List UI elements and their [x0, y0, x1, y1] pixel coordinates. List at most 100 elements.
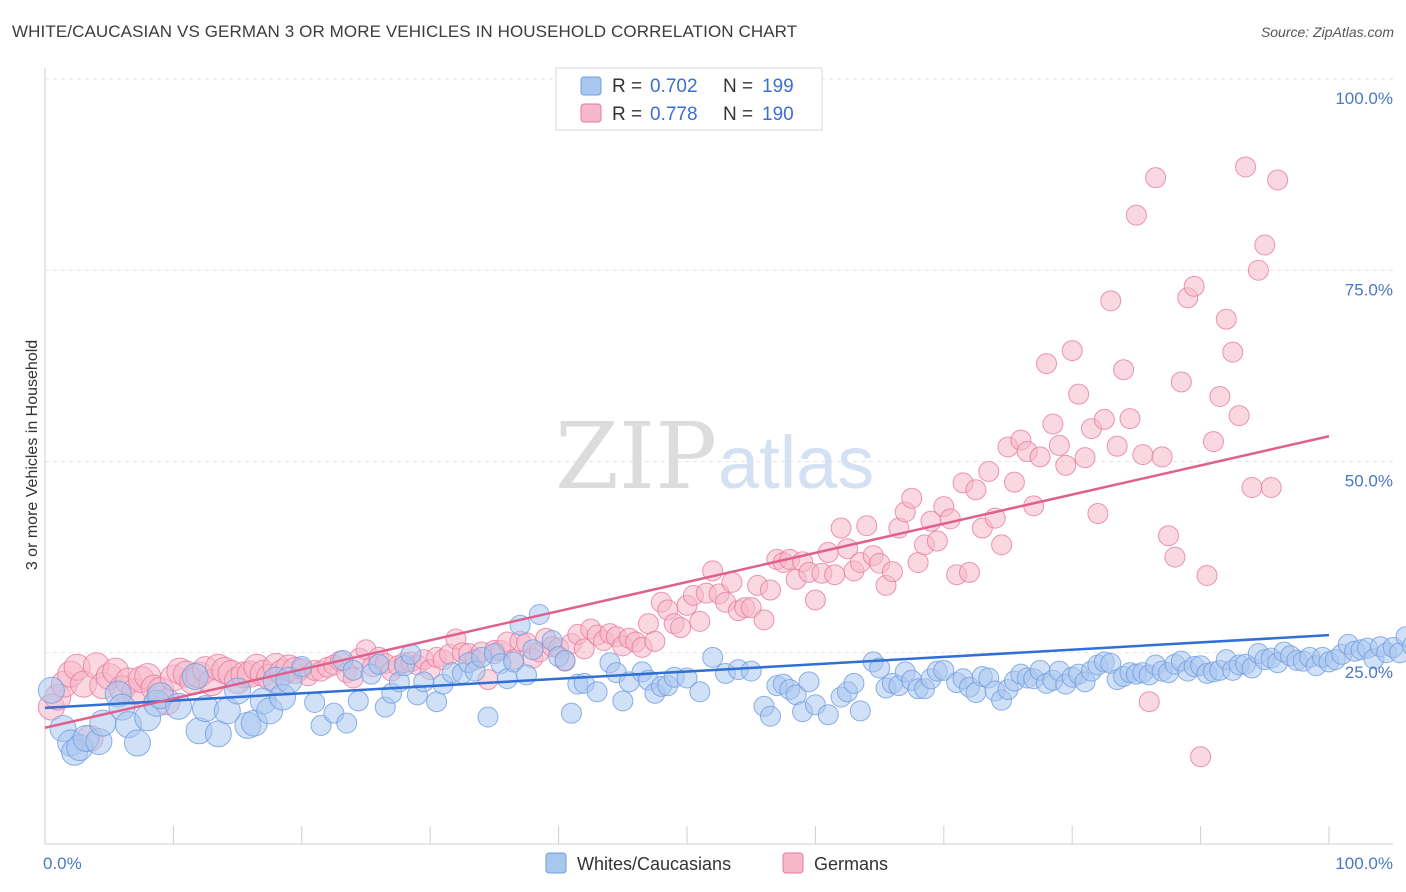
- german-point: [1093, 408, 1115, 430]
- white-point: [413, 671, 435, 693]
- white-point: [336, 712, 358, 734]
- series-whites: [37, 604, 1406, 766]
- german-point: [1087, 503, 1109, 525]
- white-point: [798, 671, 820, 693]
- german-point: [939, 508, 961, 530]
- x-tick-left: 0.0%: [43, 854, 82, 873]
- white-point: [347, 690, 369, 712]
- german-point: [1254, 234, 1276, 256]
- chart-title: WHITE/CAUCASIAN VS GERMAN 3 OR MORE VEHI…: [12, 22, 798, 41]
- white-point: [849, 700, 871, 722]
- german-point: [1190, 746, 1212, 768]
- german-point: [1029, 446, 1051, 468]
- white-point: [933, 659, 955, 681]
- white-point: [304, 691, 326, 713]
- german-point: [1119, 408, 1141, 430]
- german-point: [926, 530, 948, 552]
- white-point: [869, 657, 891, 679]
- legend-n-label-1: N =: [723, 76, 753, 97]
- german-point: [1100, 290, 1122, 312]
- legend-r-value-1: 0.702: [650, 76, 698, 97]
- legend-n-value-2: 190: [762, 104, 794, 125]
- german-point: [740, 597, 762, 619]
- german-point: [1170, 371, 1192, 393]
- german-point: [991, 534, 1013, 556]
- german-point: [721, 571, 743, 593]
- white-point: [817, 704, 839, 726]
- white-point: [123, 729, 151, 757]
- german-point: [1055, 454, 1077, 476]
- german-point: [1151, 446, 1173, 468]
- german-point: [824, 564, 846, 586]
- legend-box: R = 0.702 N = 199 R = 0.778 N = 190: [555, 67, 823, 131]
- white-point: [522, 639, 544, 661]
- german-point: [978, 460, 1000, 482]
- legend-r-label-1: R =: [612, 76, 642, 97]
- legend-n-label-2: N =: [723, 104, 753, 125]
- german-point: [759, 579, 781, 601]
- y-axis-label: 3 or more Vehicles in Household: [24, 340, 41, 570]
- legend-r-value-2: 0.778: [650, 104, 698, 125]
- german-point: [1209, 385, 1231, 407]
- white-point: [477, 706, 499, 728]
- german-point: [1247, 259, 1269, 281]
- x-tick-right: 100.0%: [1335, 854, 1393, 873]
- y-tick-label-0: 25.0%: [1345, 663, 1393, 682]
- white-point: [740, 660, 762, 682]
- german-point: [573, 638, 595, 660]
- german-point: [881, 561, 903, 583]
- german-point: [1003, 471, 1025, 493]
- german-point: [1061, 340, 1083, 362]
- white-point: [560, 702, 582, 724]
- german-point: [901, 487, 923, 509]
- legend-swatch-germans: [580, 103, 602, 123]
- german-point: [1158, 525, 1179, 547]
- y-tick-label-1: 50.0%: [1345, 472, 1393, 491]
- german-point: [1132, 444, 1154, 466]
- german-point: [1202, 431, 1224, 453]
- german-point: [1241, 477, 1263, 499]
- german-point: [856, 515, 878, 537]
- german-point: [644, 630, 666, 652]
- y-tick-label-3: 100.0%: [1335, 89, 1393, 108]
- german-point: [958, 561, 980, 583]
- white-point: [612, 690, 634, 712]
- german-point: [1125, 204, 1147, 226]
- white-point: [310, 714, 332, 736]
- german-point: [804, 589, 826, 611]
- german-point: [1074, 447, 1096, 469]
- legend-n-value-1: 199: [762, 76, 794, 97]
- white-point: [554, 649, 576, 671]
- white-point: [586, 681, 608, 703]
- white-point: [204, 720, 232, 748]
- german-point: [1164, 546, 1186, 568]
- german-point: [1196, 564, 1218, 586]
- white-point: [689, 681, 711, 703]
- bottom-legend: Whites/Caucasians Germans: [545, 852, 888, 874]
- source-label: Source: ZipAtlas.com: [1260, 24, 1394, 40]
- german-point: [753, 609, 775, 631]
- white-point: [1401, 637, 1406, 655]
- german-point: [637, 613, 659, 635]
- white-point: [342, 659, 364, 681]
- bottom-legend-swatch-whites: [545, 852, 567, 874]
- white-point: [368, 653, 390, 675]
- german-point: [1215, 308, 1237, 330]
- german-point: [1036, 353, 1058, 375]
- y-tick-label-2: 75.0%: [1345, 280, 1393, 299]
- trend-lines: [44, 435, 1330, 729]
- trend-line-whites: [44, 633, 1330, 710]
- white-point: [426, 691, 448, 713]
- german-point: [1138, 691, 1160, 713]
- german-point: [907, 551, 929, 573]
- trend-line-germans: [44, 435, 1330, 729]
- german-point: [965, 479, 987, 501]
- german-point: [670, 617, 692, 639]
- german-point: [1260, 477, 1282, 499]
- white-point: [759, 705, 781, 727]
- german-point: [1106, 435, 1128, 457]
- german-point: [1042, 413, 1064, 435]
- watermark-zip: ZIP: [555, 403, 717, 510]
- white-point: [37, 676, 65, 704]
- legend-swatch-whites: [580, 76, 602, 96]
